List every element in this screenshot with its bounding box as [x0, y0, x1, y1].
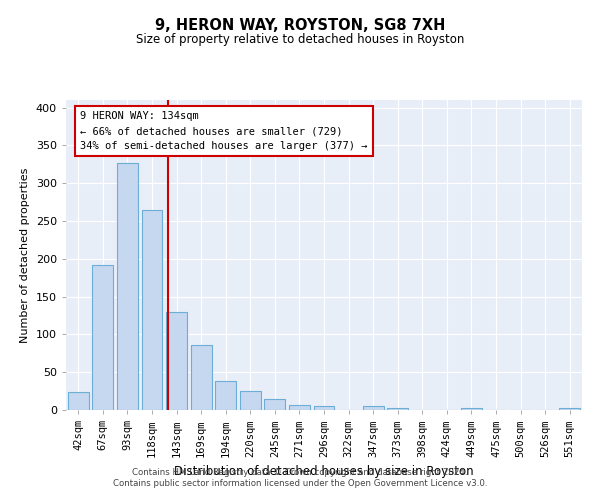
Text: Contains HM Land Registry data © Crown copyright and database right 2024.
Contai: Contains HM Land Registry data © Crown c…	[113, 468, 487, 487]
Bar	[387, 408, 408, 410]
Bar	[314, 406, 334, 410]
Bar	[559, 408, 580, 410]
X-axis label: Distribution of detached houses by size in Royston: Distribution of detached houses by size …	[174, 465, 474, 478]
Bar	[461, 408, 482, 410]
Bar	[68, 392, 89, 410]
Bar	[117, 163, 138, 410]
Bar	[362, 406, 383, 410]
Text: 9 HERON WAY: 134sqm
← 66% of detached houses are smaller (729)
34% of semi-detac: 9 HERON WAY: 134sqm ← 66% of detached ho…	[80, 112, 368, 151]
Bar	[215, 380, 236, 410]
Bar	[265, 398, 286, 410]
Bar	[191, 345, 212, 410]
Bar	[240, 391, 261, 410]
Text: Size of property relative to detached houses in Royston: Size of property relative to detached ho…	[136, 32, 464, 46]
Bar	[142, 210, 163, 410]
Bar	[289, 404, 310, 410]
Bar	[166, 312, 187, 410]
Y-axis label: Number of detached properties: Number of detached properties	[20, 168, 30, 342]
Bar	[92, 265, 113, 410]
Text: 9, HERON WAY, ROYSTON, SG8 7XH: 9, HERON WAY, ROYSTON, SG8 7XH	[155, 18, 445, 32]
